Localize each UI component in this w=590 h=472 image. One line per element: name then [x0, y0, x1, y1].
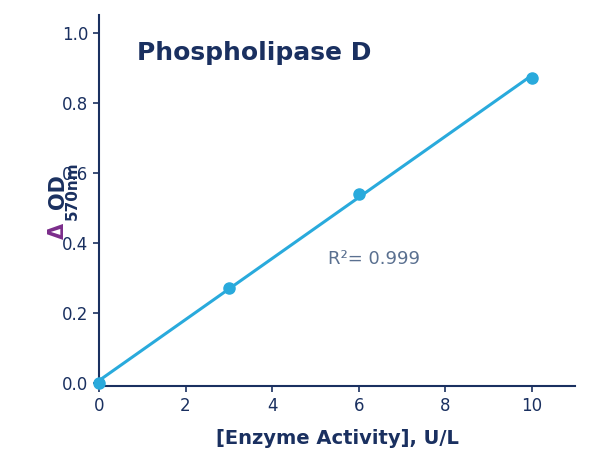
- Text: Δ: Δ: [48, 223, 68, 239]
- Text: R²= 0.999: R²= 0.999: [329, 250, 420, 268]
- Point: [527, 74, 536, 82]
- Text: 570nm: 570nm: [65, 162, 80, 220]
- X-axis label: [Enzyme Activity], U/L: [Enzyme Activity], U/L: [215, 429, 458, 447]
- Text: OD: OD: [48, 174, 68, 209]
- Text: Phospholipase D: Phospholipase D: [137, 41, 372, 65]
- Point: [224, 285, 234, 292]
- Point: [94, 379, 104, 387]
- Point: [354, 190, 363, 197]
